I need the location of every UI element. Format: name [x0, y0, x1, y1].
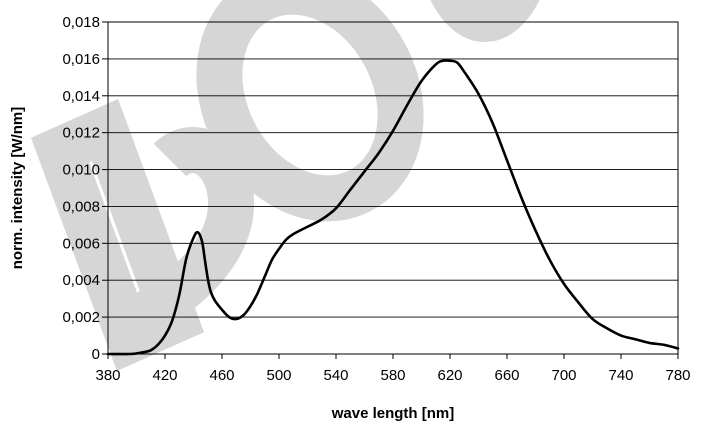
x-axis-title: wave length [nm] — [331, 405, 455, 422]
plot-frame — [107, 21, 679, 355]
x-tick-label: 460 — [209, 367, 234, 384]
x-tick-label: 580 — [380, 367, 405, 384]
watermark-letter-o — [196, 0, 424, 222]
x-tick-labels: 380 420 460 500 540 580 620 660 700 740 780 — [95, 367, 690, 384]
y-tick-label: 0,014 — [62, 88, 100, 105]
y-tick-label: 0,012 — [62, 125, 100, 142]
y-tick-label: 0,018 — [62, 14, 100, 31]
y-tick-label: 0,002 — [62, 309, 100, 326]
x-tick-label: 660 — [494, 367, 519, 384]
y-tick-label: 0,016 — [62, 51, 100, 68]
y-tick-label: 0 — [92, 346, 100, 363]
watermark — [30, 0, 540, 371]
y-axis-title: norm. intensity [W/nm] — [9, 107, 26, 270]
y-tick-label: 0,010 — [62, 162, 100, 179]
x-tick-label: 420 — [152, 367, 177, 384]
y-tick-labels: 0 0,002 0,004 0,006 0,008 0,010 0,012 0,014 0,01… — [62, 14, 100, 363]
x-tick-label: 500 — [266, 367, 291, 384]
x-tick-label: 700 — [551, 367, 576, 384]
x-tick-label: 780 — [665, 367, 690, 384]
x-tick-label: 540 — [323, 367, 348, 384]
x-tick-label: 620 — [437, 367, 462, 384]
series-line — [106, 59, 680, 356]
watermark-letter-d — [30, 99, 255, 371]
y-tick-label: 0,004 — [62, 272, 100, 289]
y-tick-label: 0,008 — [62, 198, 100, 215]
watermark-letter-u — [430, 0, 540, 42]
y-tick-label: 0,006 — [62, 235, 100, 252]
x-tick-label: 740 — [608, 367, 633, 384]
x-tick-label: 380 — [95, 367, 120, 384]
